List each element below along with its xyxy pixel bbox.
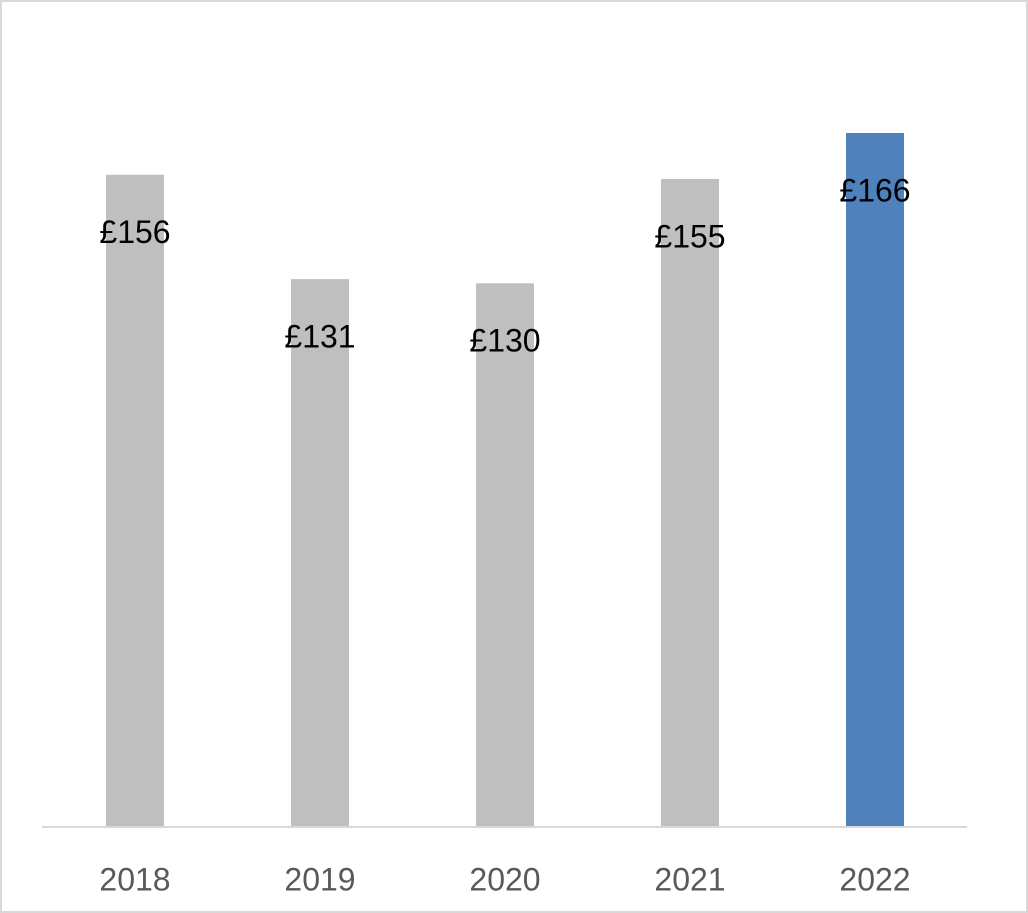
- bar: [661, 178, 719, 826]
- value-label: £130: [469, 323, 540, 359]
- bar: [476, 283, 534, 826]
- x-tick-label: 2021: [654, 861, 725, 897]
- bar: [291, 279, 349, 826]
- value-label: £156: [99, 214, 170, 250]
- bar: [846, 133, 904, 826]
- x-tick-label: 2018: [99, 861, 170, 897]
- x-tick-label: 2022: [839, 861, 910, 897]
- bar: [106, 174, 164, 826]
- value-label: £131: [284, 319, 355, 355]
- x-tick-label: 2020: [469, 861, 540, 897]
- value-label: £155: [654, 218, 725, 254]
- value-label: £166: [839, 172, 910, 208]
- x-tick-label: 2019: [284, 861, 355, 897]
